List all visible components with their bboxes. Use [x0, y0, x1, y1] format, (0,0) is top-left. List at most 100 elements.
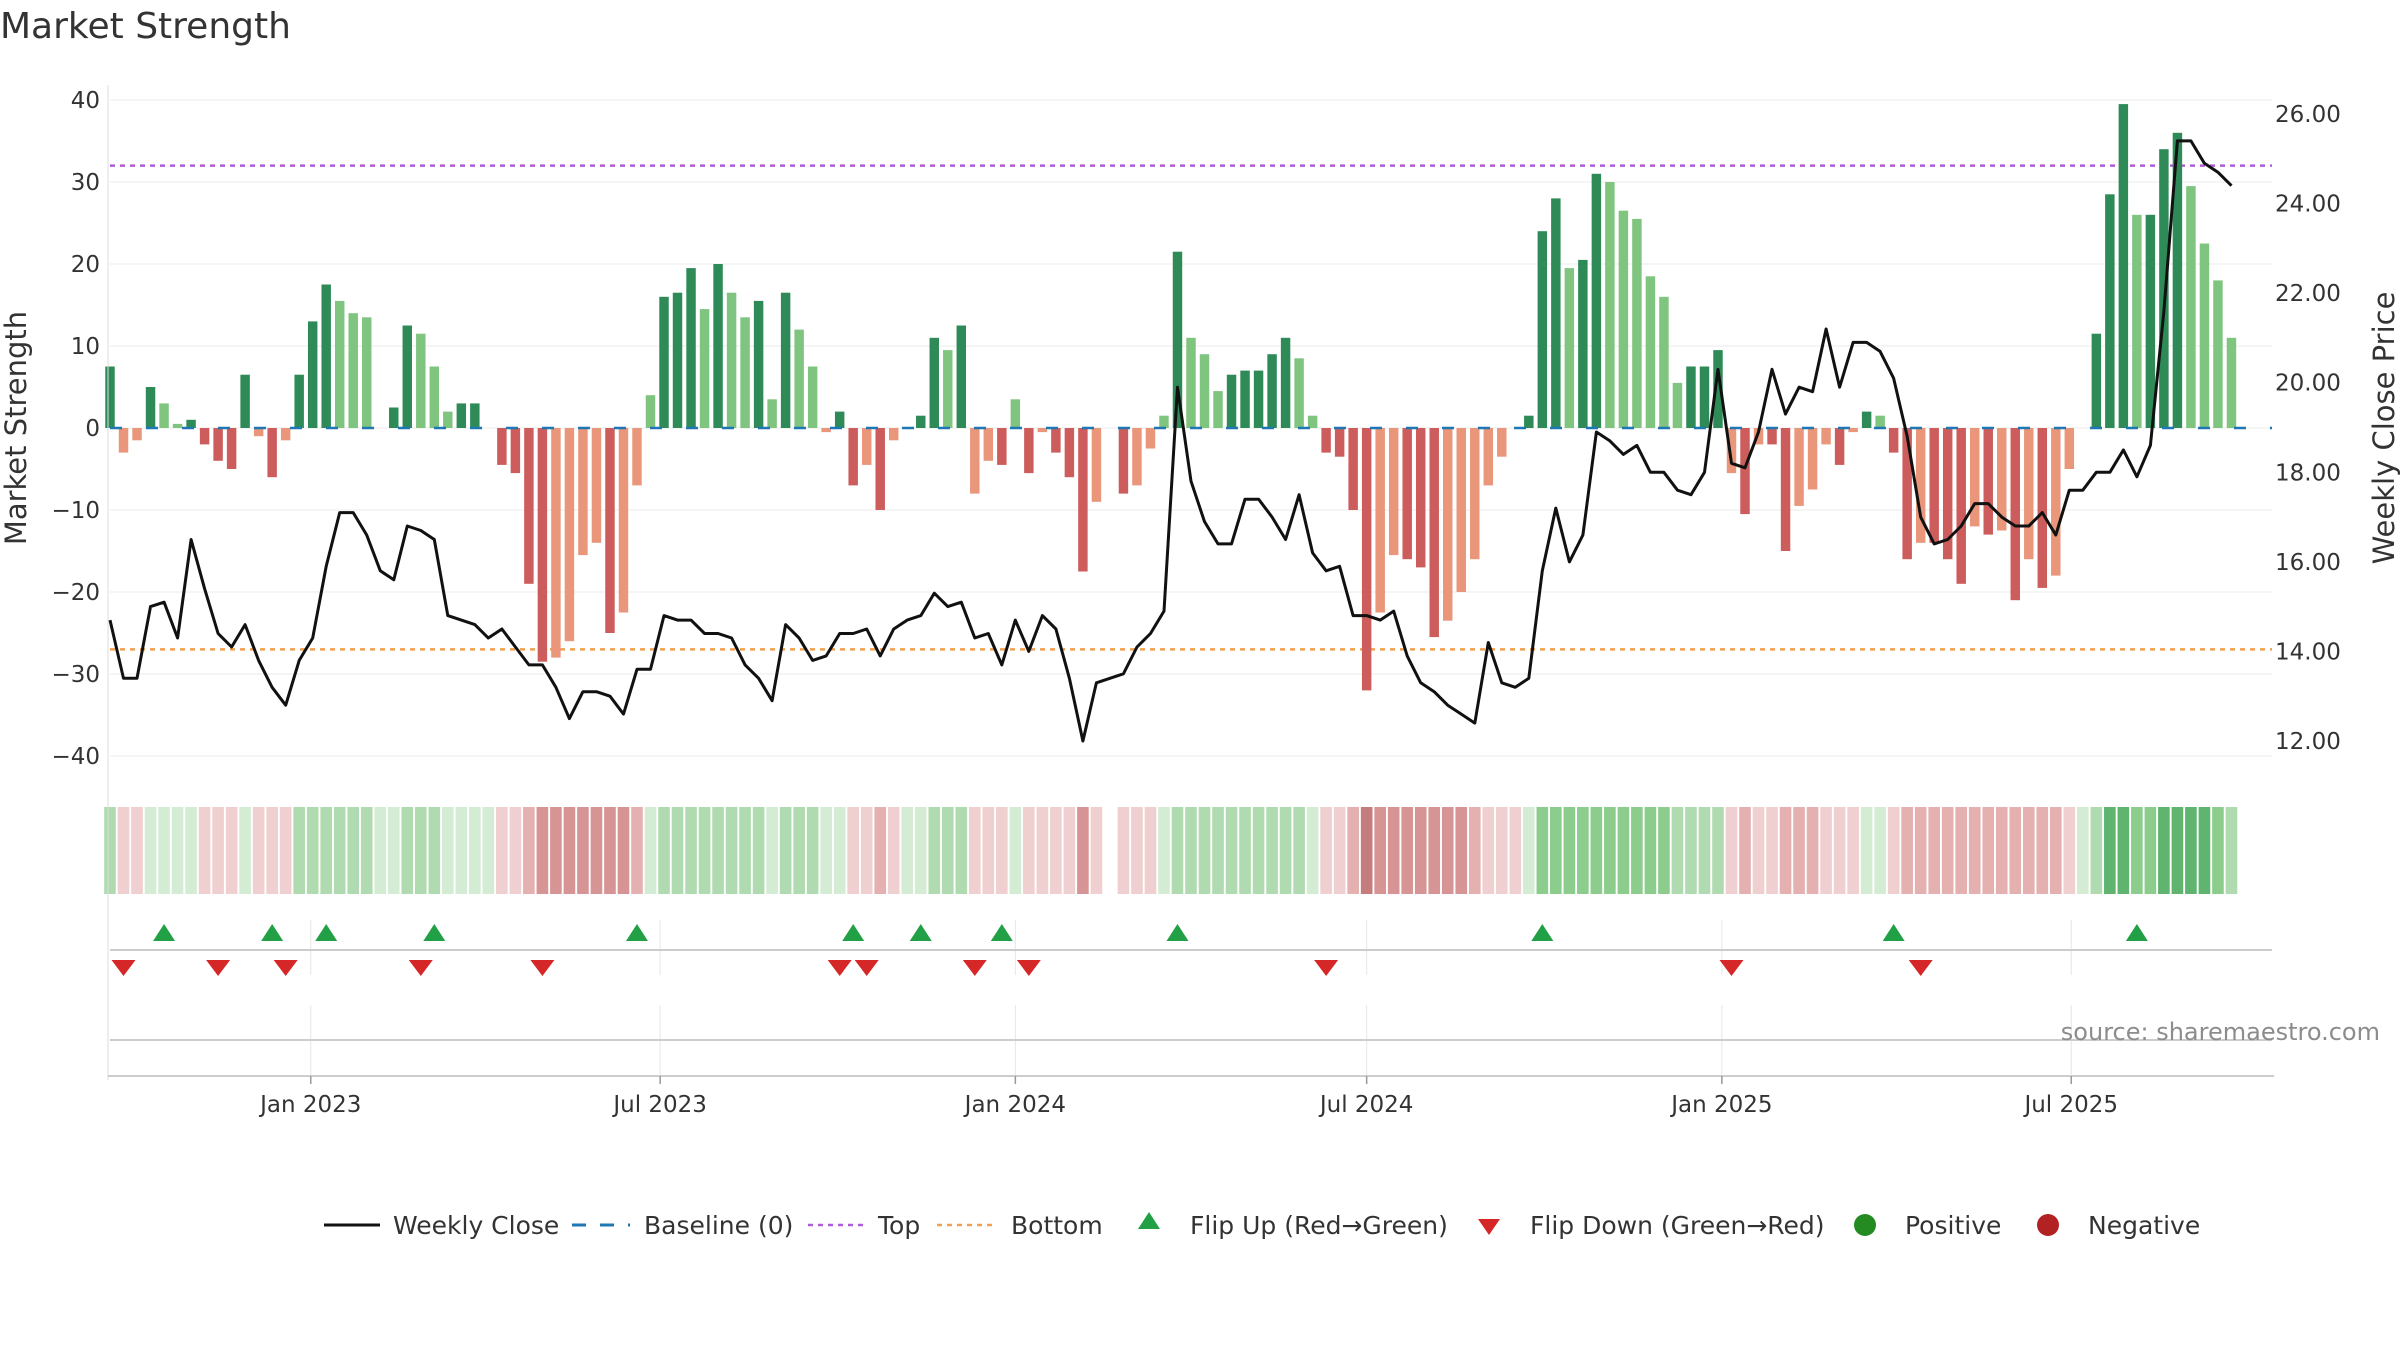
- strength-bar: [1388, 428, 1399, 556]
- flip-up-marker: [315, 924, 338, 941]
- flip-down-marker: [827, 960, 852, 976]
- strength-bar: [767, 399, 777, 428]
- regime-band-cell: [1658, 807, 1670, 894]
- legend-label: Positive: [1905, 1211, 2001, 1240]
- legend-label: Weekly Close: [393, 1211, 559, 1240]
- regime-band-cell: [1968, 807, 1981, 894]
- regime-band-cell: [185, 807, 197, 894]
- regime-band-cell: [550, 807, 562, 894]
- regime-band-cell: [996, 807, 1008, 894]
- strength-bar: [1010, 399, 1021, 428]
- strength-bar: [1807, 428, 1818, 490]
- regime-band-cell: [469, 807, 481, 894]
- strength-bar: [753, 300, 764, 428]
- regime-band-cell: [631, 807, 643, 894]
- y-tick-label-left: −20: [51, 580, 100, 606]
- flip-up-marker: [990, 924, 1013, 941]
- regime-band-cell: [1712, 807, 1724, 894]
- regime-band-cell: [1887, 807, 1900, 894]
- regime-band-cell: [1428, 807, 1441, 894]
- regime-band-cell: [455, 807, 468, 894]
- flip-up-marker: [1882, 924, 1905, 941]
- strength-bar: [956, 325, 967, 428]
- regime-band-cell: [1739, 807, 1751, 894]
- strength-bar: [294, 374, 304, 428]
- regime-band-cell: [1158, 807, 1170, 894]
- strength-bar: [2226, 337, 2237, 428]
- strength-bar: [118, 428, 129, 453]
- strength-bar: [2105, 194, 2115, 428]
- regime-band-cell: [1293, 807, 1305, 894]
- regime-band-cell: [104, 807, 116, 894]
- regime-band-cell: [1131, 807, 1143, 894]
- strength-bar: [537, 428, 548, 662]
- strength-bar: [1064, 428, 1075, 478]
- regime-band-cell: [1239, 807, 1251, 894]
- strength-bar: [1024, 428, 1034, 474]
- regime-band-cell: [1441, 807, 1454, 894]
- regime-band-cell: [563, 807, 576, 894]
- strength-bar: [1848, 428, 1858, 433]
- strength-bar: [470, 403, 480, 428]
- regime-band-cell: [1860, 807, 1873, 894]
- regime-band-cell: [644, 807, 657, 894]
- strength-bar: [334, 300, 345, 428]
- regime-band-cell: [1955, 807, 1968, 894]
- strength-bar: [2010, 428, 2020, 601]
- strength-bar: [159, 403, 169, 428]
- regime-band-cell: [2198, 807, 2211, 894]
- strength-bar: [2091, 333, 2102, 428]
- regime-band-cell: [1631, 807, 1643, 894]
- strength-bar: [970, 428, 980, 494]
- strength-bar: [1861, 411, 1872, 428]
- regime-band-cell: [198, 807, 211, 894]
- strength-bar: [1956, 428, 1966, 584]
- strength-bar: [1321, 428, 1331, 453]
- regime-band-cell: [914, 807, 927, 894]
- regime-band-cell: [1495, 807, 1508, 894]
- strength-bar: [821, 428, 831, 433]
- y-tick-label-left: 30: [71, 170, 100, 196]
- strength-bar: [510, 428, 521, 474]
- regime-band-cell: [1644, 807, 1657, 894]
- y-tick-label-left: 20: [71, 252, 100, 278]
- strength-bar: [1470, 428, 1480, 560]
- strength-bar: [686, 268, 696, 428]
- strength-bar: [1564, 268, 1575, 428]
- regime-band-cell: [712, 807, 724, 894]
- strength-bar: [861, 428, 872, 465]
- strength-bar: [253, 428, 264, 437]
- flip-down-marker: [206, 960, 231, 976]
- regime-band-cell: [1279, 807, 1292, 894]
- strength-bar: [348, 313, 358, 428]
- regime-band-cell: [320, 807, 333, 894]
- y-axis-label-right: Weekly Close Price: [2367, 292, 2400, 565]
- strength-bar: [132, 428, 142, 441]
- strength-bar: [2186, 186, 2196, 428]
- strength-bar: [1821, 428, 1831, 445]
- regime-band-cell: [928, 807, 941, 894]
- regime-band-cell: [1212, 807, 1224, 894]
- strength-bar: [145, 387, 156, 428]
- strength-bar: [1132, 428, 1142, 486]
- legend-negative-swatch: [2037, 1214, 2059, 1236]
- legend-label: Negative: [2088, 1211, 2200, 1240]
- regime-band-cell: [1874, 807, 1886, 894]
- regime-band-cell: [1468, 807, 1481, 894]
- strength-bar: [105, 366, 115, 428]
- regime-band-cell: [144, 807, 157, 894]
- regime-band-cell: [793, 807, 805, 894]
- strength-bar: [1051, 428, 1061, 453]
- y-tick-label-left: −10: [51, 498, 100, 524]
- regime-band-cell: [306, 807, 319, 894]
- strength-bar: [226, 428, 237, 469]
- regime-band-cell: [1482, 807, 1495, 894]
- strength-bar: [1591, 173, 1602, 428]
- strength-bar: [916, 415, 926, 428]
- legend-label: Bottom: [1011, 1211, 1103, 1240]
- regime-band-cell: [1725, 807, 1738, 894]
- flip-up-marker: [1166, 924, 1189, 941]
- strength-bar: [429, 366, 440, 428]
- legend-positive-swatch: [1854, 1214, 1876, 1236]
- strength-bar: [321, 284, 331, 428]
